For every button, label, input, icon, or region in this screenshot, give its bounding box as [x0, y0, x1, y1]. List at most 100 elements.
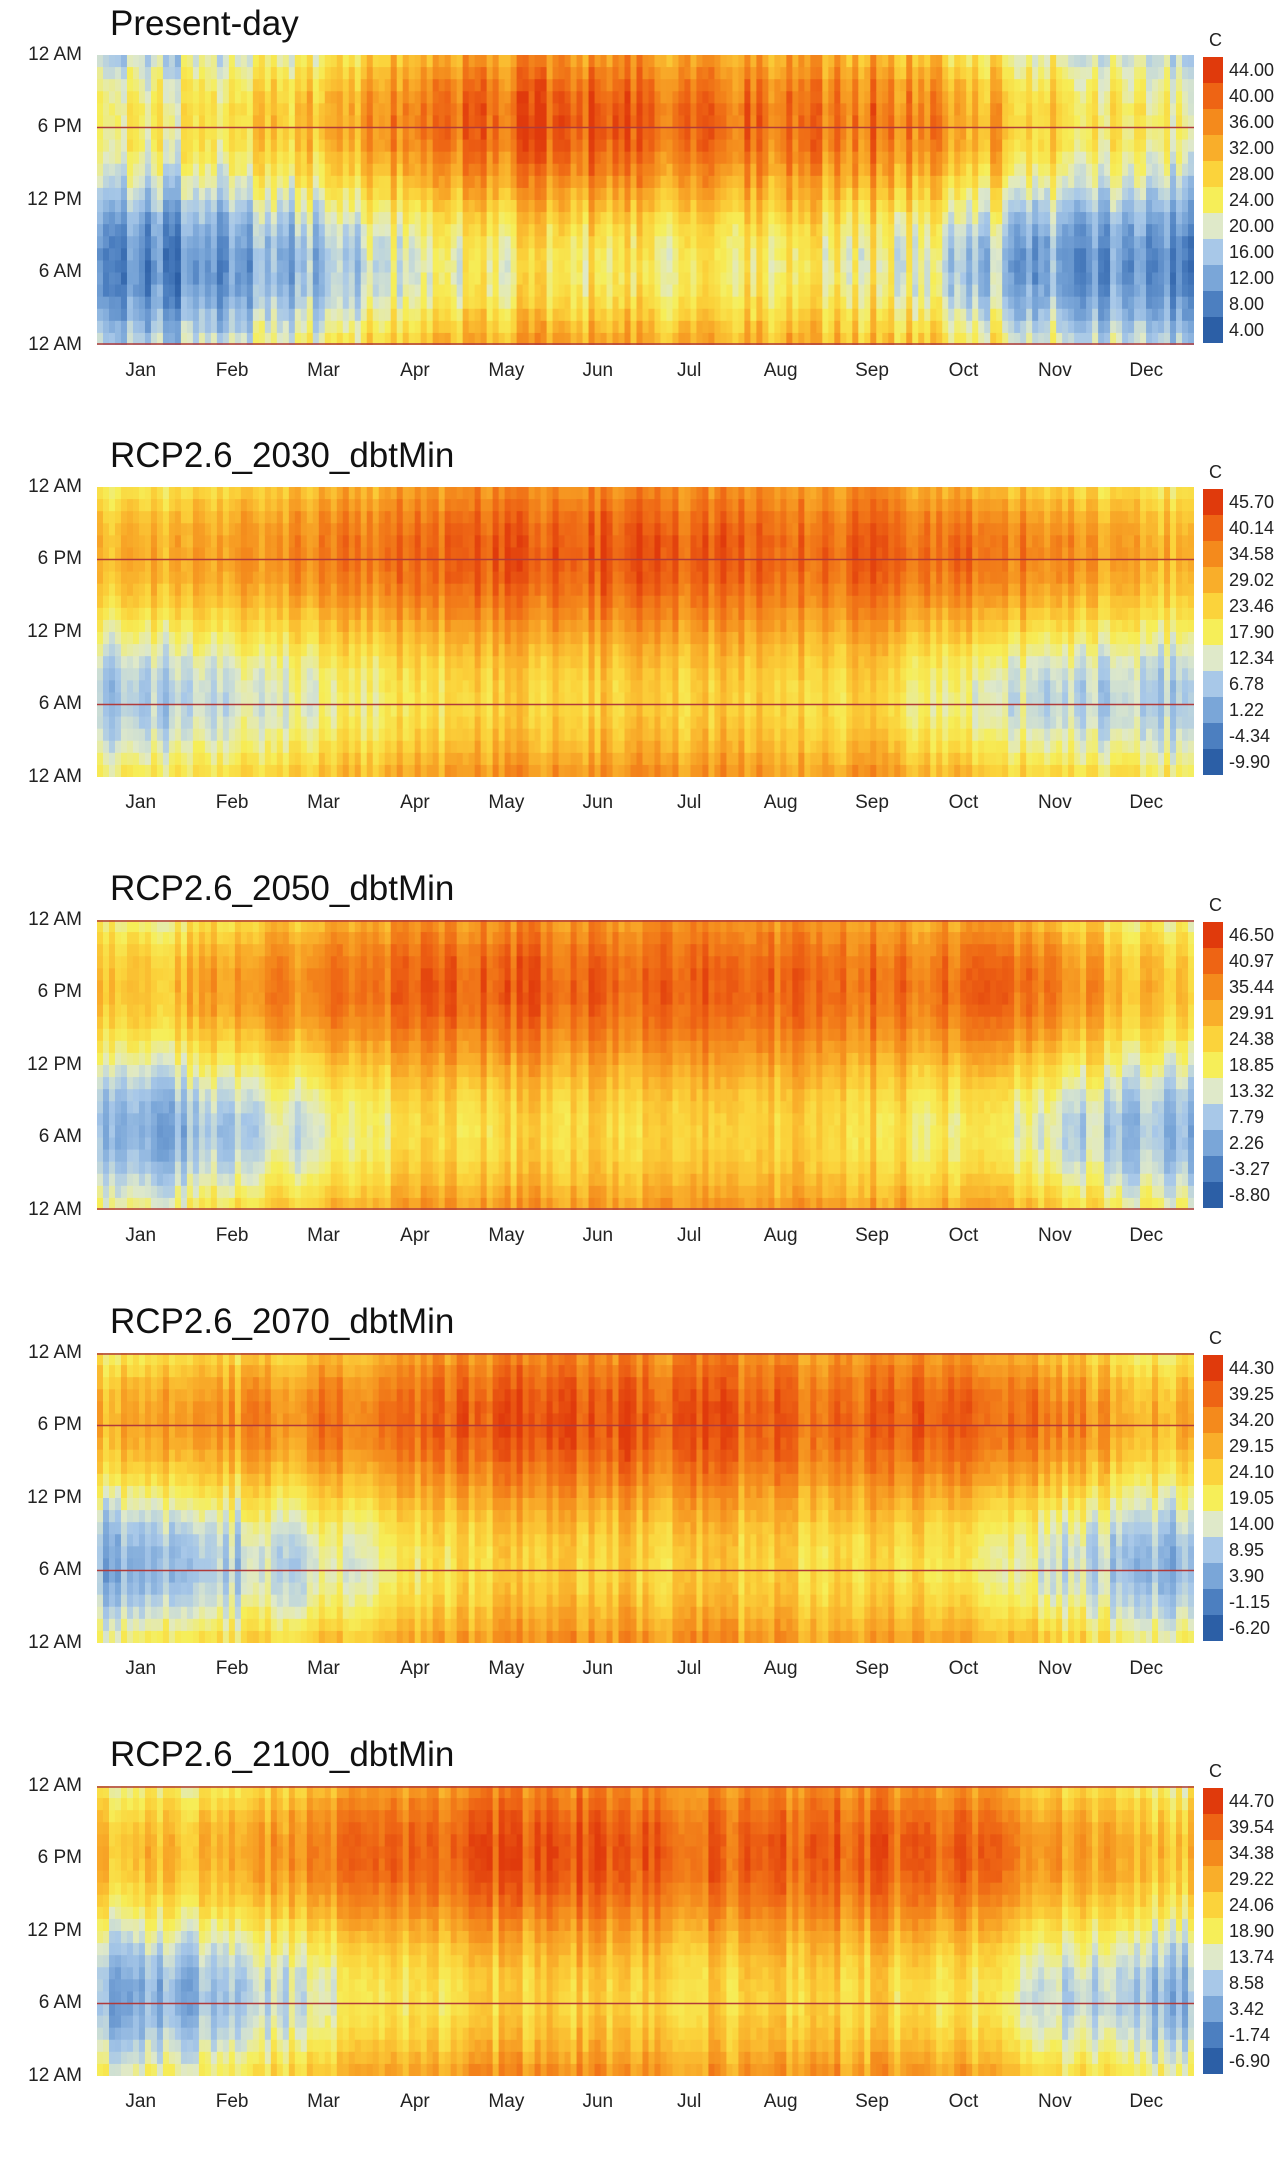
heatmap-cell [672, 152, 679, 165]
heatmap-cell [433, 164, 440, 177]
heatmap-cell [139, 309, 146, 322]
heatmap-cell [984, 91, 991, 104]
heatmap-cell [1146, 309, 1153, 322]
heatmap-cell [1080, 140, 1087, 153]
heatmap-cell [601, 55, 608, 68]
heatmap-cell [1140, 236, 1147, 249]
heatmap-cell [942, 79, 949, 92]
heatmap-cell [1068, 321, 1075, 334]
heatmap-cell [385, 236, 392, 249]
heatmap-cell [169, 511, 176, 524]
chart-title: RCP2.6_2030_dbtMin [110, 436, 454, 476]
heatmap-cell [1074, 103, 1081, 116]
heatmap-cell [948, 236, 955, 249]
heatmap-cell [810, 140, 817, 153]
heatmap-cell [738, 79, 745, 92]
heatmap-cell [307, 103, 314, 116]
heatmap-cell [343, 212, 350, 225]
heatmap-cell [780, 236, 787, 249]
heatmap-cell [511, 333, 518, 345]
heatmap-cell [1164, 176, 1171, 189]
heatmap-cell [972, 79, 979, 92]
heatmap-cell [900, 333, 907, 345]
heatmap-cell [571, 285, 578, 298]
heatmap-cell [1092, 273, 1099, 286]
heatmap-cell [175, 140, 182, 153]
heatmap-cell [577, 297, 584, 310]
heatmap-cell [505, 91, 512, 104]
heatmap-cell [103, 260, 110, 273]
heatmap-cell [271, 79, 278, 92]
heatmap-cell [337, 176, 344, 189]
heatmap-cell [756, 140, 763, 153]
heatmap-cell [1050, 115, 1057, 128]
heatmap-cell [343, 200, 350, 213]
heatmap-cell [97, 741, 104, 754]
heatmap-cell [121, 692, 128, 705]
heatmap-cell [301, 140, 308, 153]
heatmap-cell [271, 297, 278, 310]
heatmap-cell [631, 285, 638, 298]
heatmap-cell [1086, 55, 1093, 68]
heatmap-cell [589, 164, 596, 177]
heatmap-day-column [1146, 55, 1153, 345]
heatmap-cell [517, 200, 524, 213]
heatmap-cell [487, 309, 494, 322]
heatmap-cell [1008, 164, 1015, 177]
heatmap-cell [1026, 55, 1033, 68]
heatmap-cell [607, 212, 614, 225]
heatmap-cell [499, 115, 506, 128]
heatmap-cell [1122, 297, 1129, 310]
heatmap-cell [631, 309, 638, 322]
heatmap-cell [1044, 236, 1051, 249]
heatmap-cell [643, 297, 650, 310]
heatmap-cell [822, 297, 829, 310]
heatmap-cell [589, 176, 596, 189]
heatmap-cell [1158, 91, 1165, 104]
heatmap-cell [163, 164, 170, 177]
heatmap-cell [1044, 79, 1051, 92]
heatmap-cell [211, 212, 218, 225]
heatmap-cell [708, 333, 715, 345]
heatmap-cell [906, 91, 913, 104]
heatmap-cell [714, 333, 721, 345]
heatmap-cell [511, 236, 518, 249]
heatmap-cell [103, 224, 110, 237]
heatmap-cell [786, 321, 793, 334]
heatmap-cell [133, 523, 140, 536]
heatmap-cell [481, 333, 488, 345]
heatmap-cell [654, 321, 661, 334]
heatmap-cell [984, 200, 991, 213]
heatmap-cell [127, 656, 134, 669]
heatmap-cell [1176, 55, 1183, 68]
heatmap-cell [1080, 164, 1087, 177]
heatmap-cell [139, 212, 146, 225]
heatmap-cell [762, 176, 769, 189]
heatmap-cell [109, 224, 116, 237]
heatmap-cell [1062, 285, 1069, 298]
heatmap-cell [421, 224, 428, 237]
heatmap-cell [163, 487, 170, 500]
heatmap-cell [379, 212, 386, 225]
heatmap-cell [199, 188, 206, 201]
heatmap-cell [403, 115, 410, 128]
heatmap-cell [1134, 212, 1141, 225]
heatmap-cell [481, 321, 488, 334]
heatmap-cell [325, 273, 332, 286]
heatmap-cell [427, 200, 434, 213]
heatmap-cell [271, 248, 278, 261]
heatmap-cell [631, 260, 638, 273]
heatmap-cell [349, 224, 356, 237]
heatmap-cell [547, 115, 554, 128]
heatmap-cell [1110, 55, 1117, 68]
heatmap-cell [762, 152, 769, 165]
heatmap-cell [283, 55, 290, 68]
heatmap-cell [283, 103, 290, 116]
heatmap-cell [157, 164, 164, 177]
heatmap-cell [391, 200, 398, 213]
heatmap-cell [1182, 55, 1189, 68]
heatmap-cell [870, 103, 877, 116]
heatmap-cell [409, 55, 416, 68]
heatmap-cell [720, 248, 727, 261]
heatmap-cell [637, 333, 644, 345]
